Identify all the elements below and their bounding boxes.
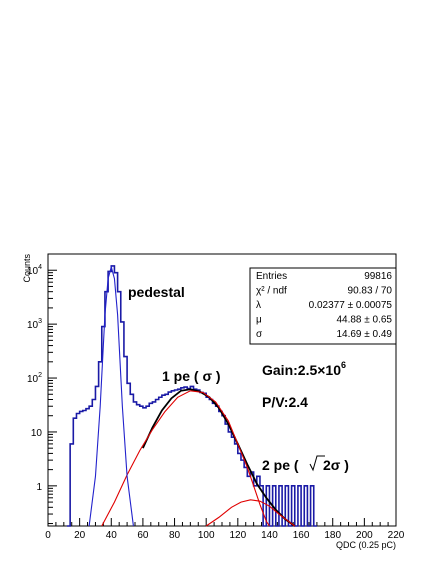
x-tick-label: 100: [198, 530, 215, 541]
x-axis: 0 20 40 60 80 100 120 140 160 180 200 220: [45, 518, 405, 541]
series-layer: [66, 264, 317, 527]
stats-label: σ: [256, 329, 263, 340]
x-tick-label: 80: [169, 530, 181, 541]
x-tick-label: 20: [74, 530, 86, 541]
two-pe-prefix: 2 pe (: [262, 457, 299, 473]
stats-label: χ² / ndf: [256, 286, 287, 297]
x-tick-label: 0: [45, 530, 51, 541]
fit-curve-2: [101, 390, 270, 527]
stats-value: 90.83 / 70: [348, 286, 393, 297]
stats-box-frame: [249, 267, 397, 345]
x-tick-label: 160: [293, 530, 310, 541]
gain-exponent: 6: [341, 360, 346, 370]
y-tick-label: 104: [27, 264, 42, 277]
x-tick-label: 120: [229, 530, 246, 541]
two-pe-suffix: 2σ ): [323, 457, 349, 473]
stats-label: μ: [256, 315, 262, 326]
y-tick-label: 1: [36, 482, 42, 493]
sqrt-sign-icon: [309, 455, 325, 472]
fit-curve-3: [205, 499, 296, 527]
x-tick-label: 60: [137, 530, 149, 541]
fit-curve-1: [142, 388, 296, 527]
stats-value: 14.69 ± 0.49: [336, 329, 392, 340]
x-tick-label: 220: [388, 530, 405, 541]
one-pe-label: 1 pe ( σ ): [162, 368, 221, 384]
x-tick-label: 140: [261, 530, 278, 541]
pedestal-label: pedestal: [128, 284, 185, 300]
stats-label: Entries: [256, 271, 287, 282]
stats-value: 44.88 ± 0.65: [336, 315, 392, 326]
gain-value: Gain:2.5×10: [262, 362, 341, 378]
two-pe-label: 2 pe ( 2σ ): [262, 455, 349, 473]
x-tick-label: 40: [106, 530, 118, 541]
y-tick-label: 102: [27, 372, 42, 385]
stats-box: Entries 99816 χ² / ndf 90.83 / 70 λ 0.02377 ±…: [249, 267, 397, 345]
x-tick-label: 200: [356, 530, 373, 541]
stats-label: λ: [256, 300, 261, 311]
histogram-series: [66, 265, 317, 527]
x-tick-label: 180: [324, 530, 341, 541]
y-tick-label: 103: [27, 318, 42, 331]
y-tick-label: 10: [31, 428, 43, 439]
x-axis-title: QDC (0.25 pC): [336, 540, 396, 550]
fit-curve-4: [88, 264, 134, 527]
stats-value: 0.02377 ± 0.00075: [309, 300, 393, 311]
y-axis: 1 10 102 103 104: [27, 253, 57, 525]
gain-label: Gain:2.5×106: [262, 360, 346, 378]
pv-label: P/V:2.4: [262, 394, 308, 410]
stats-value: 99816: [364, 271, 392, 282]
y-axis-title: Counts: [22, 254, 32, 283]
